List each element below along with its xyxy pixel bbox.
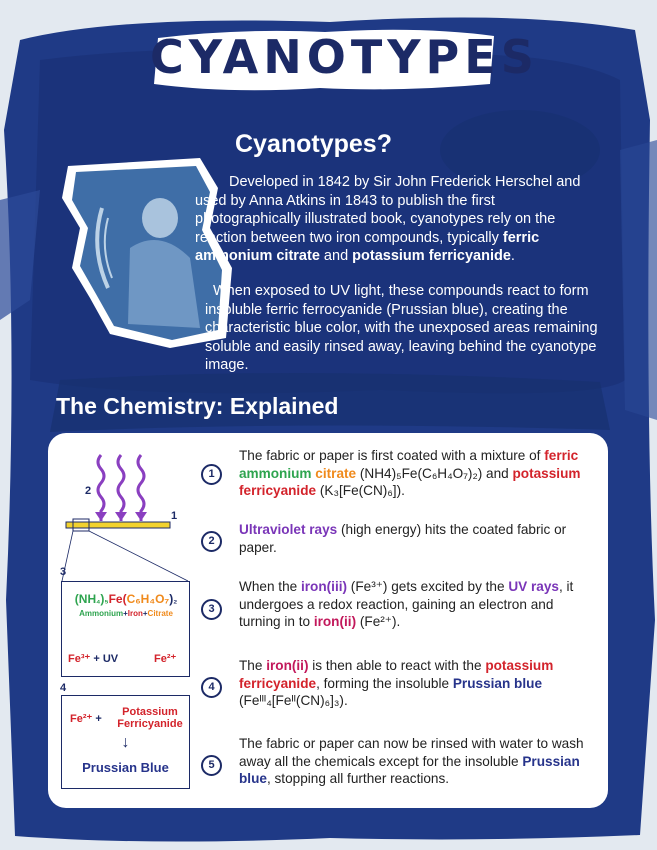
diagram-label-2: 2	[85, 485, 92, 497]
step-number-2: 2	[201, 531, 222, 552]
compound-components: Ammonium+Iron+Citrate	[79, 609, 173, 618]
diagram-label-1: 1	[171, 510, 178, 522]
box4-potassium-ferricyanide: Potassium Ferricyanide	[117, 706, 183, 730]
intro-paragraph-1: Developed in 1842 by Sir John Frederick …	[195, 174, 581, 264]
uv-reaction-equation: Fe³⁺ + UV	[68, 653, 119, 665]
intro-paragraph-2: When exposed to UV light, these compound…	[205, 283, 598, 373]
uv-rays-icon	[96, 454, 146, 521]
chemistry-heading: The Chemistry: Explained	[56, 393, 339, 419]
cyanotype-portrait-image	[62, 158, 232, 348]
diagram-label-3: 3	[60, 566, 67, 578]
page-title: CYANOTYPES	[150, 30, 539, 84]
step-number-4: 4	[201, 677, 222, 698]
title-brush-stroke	[154, 29, 494, 91]
box4-arrow-icon: ↓	[121, 734, 130, 751]
step-number-5: 5	[201, 755, 222, 776]
step-number-1: 1	[201, 464, 222, 485]
step-2-text: Ultraviolet rays (high energy) hits the …	[239, 522, 567, 555]
reaction-box-step-3: (NH₄)₅Fe(C₆H₄O₇)₂ Ammonium+Iron+Citrate …	[61, 581, 190, 677]
box4-iron-ii: Fe²⁺ +	[70, 713, 102, 725]
prussian-blue-result: Prussian Blue	[82, 760, 169, 775]
step-3-text: When the iron(iii) (Fe³⁺) gets excited b…	[239, 579, 574, 629]
step-5-text: The fabric or paper can now be rinsed wi…	[239, 736, 584, 786]
step-4-text: The iron(ii) is then able to react with …	[239, 658, 554, 708]
iron-ii-product: Fe²⁺	[154, 653, 177, 665]
diagram-label-4: 4	[60, 682, 67, 694]
step-1-text: The fabric or paper is first coated with…	[239, 448, 581, 498]
step-number-3: 3	[201, 599, 222, 620]
intro-heading: Cyanotypes?	[235, 130, 392, 158]
reaction-box-step-4: Fe²⁺ + Potassium Ferricyanide ↓ Prussian…	[61, 695, 190, 789]
ferric-ammonium-citrate-formula: (NH₄)₅Fe(C₆H₄O₇)₂	[74, 592, 178, 606]
